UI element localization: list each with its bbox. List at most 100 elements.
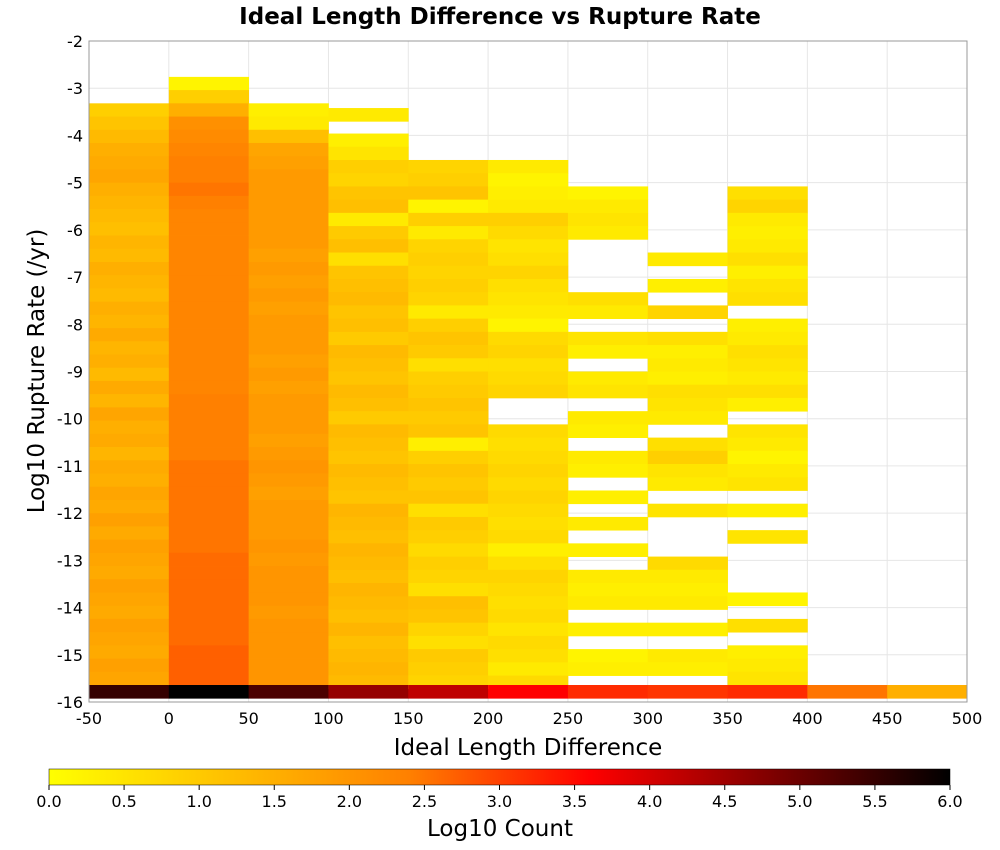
heatmap-cell xyxy=(328,490,409,505)
heatmap-cell xyxy=(408,556,489,571)
x-tick-label: 0 xyxy=(164,709,174,728)
heatmap-cell xyxy=(328,609,409,624)
heatmap-cell xyxy=(168,539,250,554)
heatmap-cell xyxy=(328,384,409,399)
heatmap-cell xyxy=(248,261,329,276)
heatmap-cell xyxy=(807,685,888,699)
heatmap-cell xyxy=(248,499,329,514)
heatmap-cell xyxy=(168,129,250,144)
heatmap-cell xyxy=(248,605,329,620)
heatmap-cell xyxy=(488,239,569,253)
heatmap-cell xyxy=(248,513,329,527)
heatmap-cell xyxy=(168,407,250,422)
heatmap-cell xyxy=(89,380,170,395)
heatmap-cell xyxy=(567,450,649,465)
x-tick-label: 450 xyxy=(872,709,903,728)
heatmap-cell xyxy=(408,569,489,584)
heatmap-cell xyxy=(248,645,329,659)
heatmap-cell xyxy=(647,331,728,346)
heatmap-cell xyxy=(89,195,170,210)
y-tick-label: -7 xyxy=(67,268,83,287)
heatmap-cell xyxy=(488,622,569,637)
heatmap-cell xyxy=(408,278,489,293)
heatmap-cell xyxy=(328,265,409,280)
heatmap-cell xyxy=(408,318,489,333)
heatmap-cell xyxy=(168,671,250,686)
heatmap-cell xyxy=(328,108,409,122)
heatmap-cell xyxy=(89,460,170,474)
heatmap-cell xyxy=(328,358,409,372)
heatmap-cell xyxy=(727,645,808,659)
heatmap-cell xyxy=(727,265,808,280)
heatmap-cell xyxy=(727,318,808,333)
colorbar-tick-label: 0.0 xyxy=(36,792,61,811)
heatmap-cell xyxy=(567,649,649,663)
heatmap-cell xyxy=(168,341,250,355)
heatmap-cell xyxy=(647,305,728,320)
heatmap-cell xyxy=(488,477,569,491)
heatmap-cell xyxy=(89,433,170,448)
heatmap-cell xyxy=(408,477,489,491)
heatmap-cell xyxy=(168,579,250,593)
heatmap-cell xyxy=(488,345,569,359)
heatmap-cell xyxy=(328,331,409,346)
heatmap-cell xyxy=(488,159,569,174)
heatmap-cell xyxy=(248,685,329,699)
heatmap-cell xyxy=(168,658,250,673)
heatmap-cell xyxy=(248,486,329,501)
heatmap-cell xyxy=(89,354,170,369)
heatmap-cell xyxy=(248,129,329,144)
heatmap-cell xyxy=(248,275,329,289)
heatmap-cell xyxy=(89,103,170,117)
heatmap-cell xyxy=(89,486,170,501)
heatmap-cell xyxy=(488,186,569,201)
heatmap-cell xyxy=(488,278,569,293)
heatmap-cell xyxy=(168,142,250,157)
heatmap-cell xyxy=(488,662,569,676)
x-tick-label: 350 xyxy=(712,709,743,728)
heatmap-cell xyxy=(248,341,329,355)
heatmap-cell xyxy=(89,552,170,567)
heatmap-cell xyxy=(248,460,329,474)
heatmap-cell xyxy=(408,543,489,557)
x-axis-ticks: -50 0 50 100 150 200 250 300 350 400 450 500 xyxy=(76,709,982,728)
heatmap-cell xyxy=(408,345,489,359)
heatmap-cell xyxy=(168,261,250,276)
heatmap-cell xyxy=(168,685,250,699)
heatmap-cell xyxy=(168,618,250,633)
heatmap-cell xyxy=(488,252,569,267)
heatmap-cell xyxy=(89,658,170,673)
heatmap-cell xyxy=(567,685,649,699)
heatmap-cell xyxy=(248,579,329,593)
colorbar-ticks: 0.0 0.5 1.0 1.5 2.0 2.5 3.0 3.5 4.0 4.5 5.0 5.5 6.0 xyxy=(36,785,963,811)
heatmap-cell xyxy=(168,182,250,197)
heatmap-cell xyxy=(248,539,329,554)
heatmap-cell xyxy=(328,503,409,518)
heatmap-cell xyxy=(647,685,728,699)
heatmap-cell xyxy=(727,437,808,452)
heatmap-cell xyxy=(727,685,808,699)
heatmap-cell xyxy=(89,407,170,422)
y-tick-label: -15 xyxy=(57,646,83,665)
heatmap-cell xyxy=(408,173,489,187)
heatmap-cell xyxy=(89,447,170,461)
heatmap-cell xyxy=(248,169,329,184)
heatmap-cell xyxy=(727,503,808,518)
heatmap-cell xyxy=(248,380,329,395)
heatmap-cell xyxy=(328,569,409,584)
heatmap-cell xyxy=(89,156,170,170)
heatmap-cell xyxy=(248,473,329,488)
heatmap-cell xyxy=(488,503,569,518)
heatmap-cell xyxy=(408,596,489,610)
y-tick-label: -8 xyxy=(67,315,83,334)
heatmap-cell xyxy=(488,292,569,306)
heatmap-cell xyxy=(89,579,170,593)
heatmap-cell xyxy=(408,437,489,452)
heatmap-cell xyxy=(727,464,808,478)
heatmap-cell xyxy=(567,305,649,320)
heatmap-cell xyxy=(488,649,569,663)
heatmap-cell xyxy=(408,292,489,306)
y-tick-label: -13 xyxy=(57,551,83,570)
heatmap-cell xyxy=(248,433,329,448)
